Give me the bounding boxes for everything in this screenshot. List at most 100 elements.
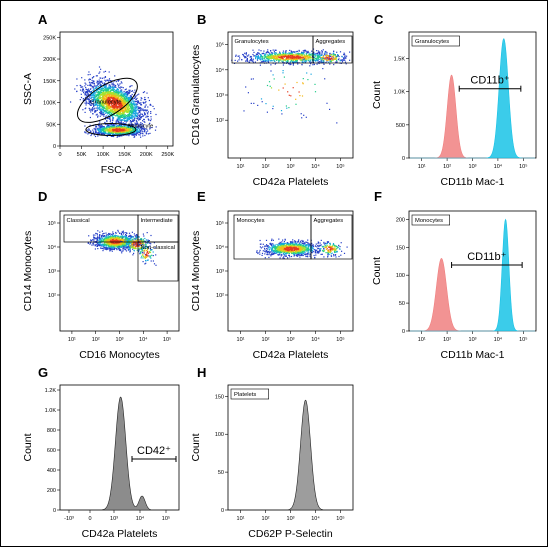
event-dot xyxy=(95,248,96,249)
event-dot xyxy=(132,94,133,95)
event-dot xyxy=(103,107,104,108)
event-dot xyxy=(124,118,125,119)
event-dot xyxy=(103,112,104,113)
event-dot xyxy=(140,115,141,116)
event-dot xyxy=(305,58,306,59)
event-dot xyxy=(106,234,107,235)
event-dot xyxy=(249,60,250,61)
event-dot xyxy=(91,109,92,110)
event-dot xyxy=(104,110,105,111)
event-dot xyxy=(125,117,126,118)
event-dot xyxy=(328,62,329,63)
event-dot xyxy=(99,232,100,233)
event-dot xyxy=(100,77,101,78)
event-dot xyxy=(87,129,88,130)
event-dot xyxy=(143,103,144,104)
event-dot xyxy=(286,61,287,62)
event-dot xyxy=(144,109,145,110)
event-dot xyxy=(109,112,110,113)
event-dot xyxy=(131,102,132,103)
event-dot xyxy=(349,52,350,53)
x-tick-label-D: 10⁵ xyxy=(163,336,171,343)
event-dot xyxy=(126,89,127,90)
event-dot xyxy=(287,58,288,59)
event-dot xyxy=(121,126,122,127)
event-dot xyxy=(122,117,123,118)
event-dot xyxy=(327,60,328,61)
event-dot xyxy=(99,133,100,134)
event-dot xyxy=(108,107,109,108)
event-dot xyxy=(325,58,326,59)
event-dot xyxy=(106,94,107,95)
event-dot xyxy=(128,131,129,132)
event-dot xyxy=(86,92,87,93)
event-dot xyxy=(278,57,279,58)
event-dot xyxy=(290,59,291,60)
event-dot xyxy=(115,85,116,86)
event-dot xyxy=(263,61,264,62)
event-dot xyxy=(88,91,89,92)
event-dot xyxy=(118,125,119,126)
event-dot xyxy=(302,59,303,60)
event-dot xyxy=(84,125,85,126)
event-dot xyxy=(98,94,99,95)
event-dot xyxy=(268,60,269,61)
event-dot xyxy=(301,59,302,60)
event-dot xyxy=(105,133,106,134)
event-dot xyxy=(115,127,116,128)
event-dot xyxy=(142,110,143,111)
event-dot xyxy=(294,51,295,52)
event-dot xyxy=(80,87,81,88)
event-dot xyxy=(97,115,98,116)
event-dot xyxy=(253,52,254,53)
event-dot xyxy=(328,59,329,60)
event-dot xyxy=(272,58,273,59)
event-dot xyxy=(306,72,307,73)
event-dot xyxy=(291,60,292,61)
event-dot xyxy=(144,91,145,92)
event-dot xyxy=(267,60,268,61)
event-dot xyxy=(274,61,275,62)
event-dot xyxy=(319,59,320,60)
event-dot xyxy=(122,131,123,132)
x-tick-label-A: 150K xyxy=(118,152,131,158)
event-dot xyxy=(110,109,111,110)
event-dot xyxy=(90,117,91,118)
event-dot xyxy=(329,53,330,54)
event-dot xyxy=(278,90,279,91)
event-dot xyxy=(138,134,139,135)
event-dot xyxy=(116,233,117,234)
event-dot xyxy=(120,91,121,92)
event-dot xyxy=(115,93,116,94)
event-dot xyxy=(274,53,275,54)
event-dot xyxy=(287,91,288,92)
event-dot xyxy=(295,54,296,55)
y-tick-label-D: 10⁵ xyxy=(48,220,56,227)
event-dot xyxy=(116,120,117,121)
event-dot xyxy=(76,85,77,86)
event-dot xyxy=(129,116,130,117)
event-dot xyxy=(134,107,135,108)
event-dot xyxy=(118,231,119,232)
event-dot xyxy=(267,49,268,50)
event-dot xyxy=(268,58,269,59)
event-dot xyxy=(99,121,100,122)
event-dot xyxy=(326,103,327,104)
event-dot xyxy=(103,88,104,89)
event-dot xyxy=(97,234,98,235)
event-dot xyxy=(111,234,112,235)
event-dot xyxy=(92,86,93,87)
event-dot xyxy=(134,233,135,234)
event-dot xyxy=(132,118,133,119)
event-dot xyxy=(109,78,110,79)
event-dot xyxy=(98,92,99,93)
event-dot xyxy=(133,102,134,103)
event-dot xyxy=(128,106,129,107)
event-dot xyxy=(126,132,127,133)
event-dot xyxy=(311,57,312,58)
event-dot xyxy=(102,238,103,239)
event-dot xyxy=(257,60,258,61)
event-dot xyxy=(97,129,98,130)
event-dot xyxy=(104,131,105,132)
event-dot xyxy=(311,74,312,75)
